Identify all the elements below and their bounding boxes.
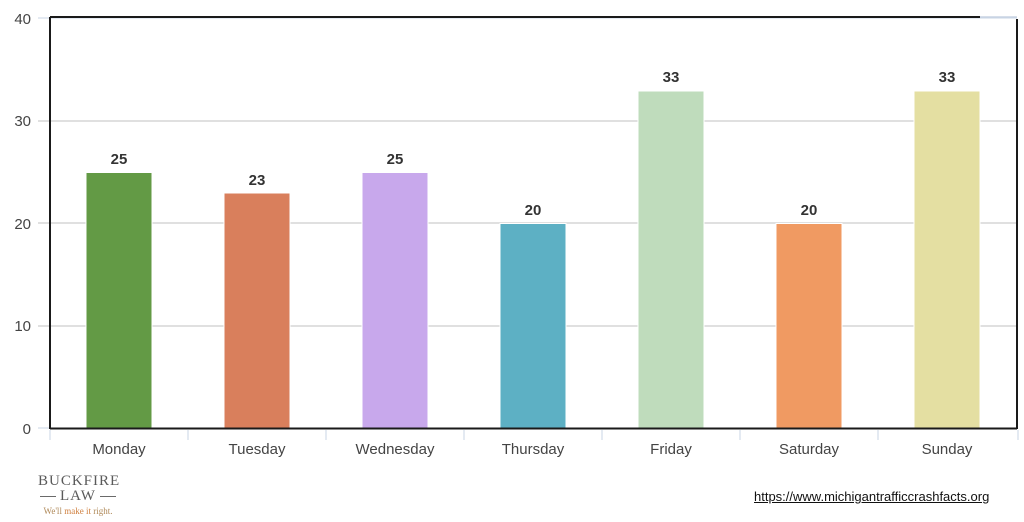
x-tick-label: Thursday xyxy=(502,441,565,458)
bar-monday xyxy=(85,172,153,429)
value-label-saturday: 20 xyxy=(801,202,818,219)
bars xyxy=(85,90,981,429)
tagline-highlight: make it xyxy=(64,506,91,516)
y-tick-label: 20 xyxy=(14,216,31,233)
x-tick-label: Monday xyxy=(92,441,146,458)
value-label-wednesday: 25 xyxy=(387,151,404,168)
y-axis: 0 10 20 30 40 xyxy=(14,11,31,438)
logo-tagline: We'll make it right. xyxy=(38,505,118,517)
logo-law-text: LAW xyxy=(60,488,96,504)
x-tick-label: Saturday xyxy=(779,441,840,458)
buckfire-law-logo: BUCKFIRE LAW We'll make it right. xyxy=(38,473,121,517)
bar-friday xyxy=(637,90,705,429)
x-tick-label: Tuesday xyxy=(229,441,286,458)
y-tick-label: 30 xyxy=(14,113,31,130)
tagline-pre: We'll xyxy=(43,506,65,516)
value-label-thursday: 20 xyxy=(525,202,542,219)
tagline-post: right. xyxy=(90,506,113,516)
y-tick-label: 40 xyxy=(14,11,31,28)
x-tick-label: Sunday xyxy=(922,441,973,458)
x-axis: Monday Tuesday Wednesday Thursday Friday… xyxy=(92,441,973,458)
value-label-monday: 25 xyxy=(111,151,128,168)
x-tick-label: Friday xyxy=(650,441,692,458)
logo-dash-right xyxy=(99,496,116,497)
data-labels: 25 23 25 20 33 20 33 xyxy=(111,69,956,219)
plot-border xyxy=(49,16,1018,430)
y-tick-label: 10 xyxy=(14,318,31,335)
logo-law-line: LAW xyxy=(38,489,118,504)
bar-wednesday xyxy=(361,172,429,429)
value-label-tuesday: 23 xyxy=(249,172,266,189)
x-tick-label: Wednesday xyxy=(356,441,435,458)
bar-sunday xyxy=(913,90,981,429)
y-tick-label: 0 xyxy=(23,421,31,438)
logo-wordmark: BUCKFIRE xyxy=(38,473,121,489)
value-label-sunday: 33 xyxy=(939,69,956,86)
logo-dash-left xyxy=(40,496,57,497)
value-label-friday: 33 xyxy=(663,69,680,86)
x-axis-ticks xyxy=(49,430,1019,440)
bar-tuesday xyxy=(223,192,291,429)
source-link[interactable]: https://www.michigantrafficcrashfacts.or… xyxy=(754,489,990,504)
bar-saturday xyxy=(775,223,843,429)
bar-thursday xyxy=(499,223,567,429)
